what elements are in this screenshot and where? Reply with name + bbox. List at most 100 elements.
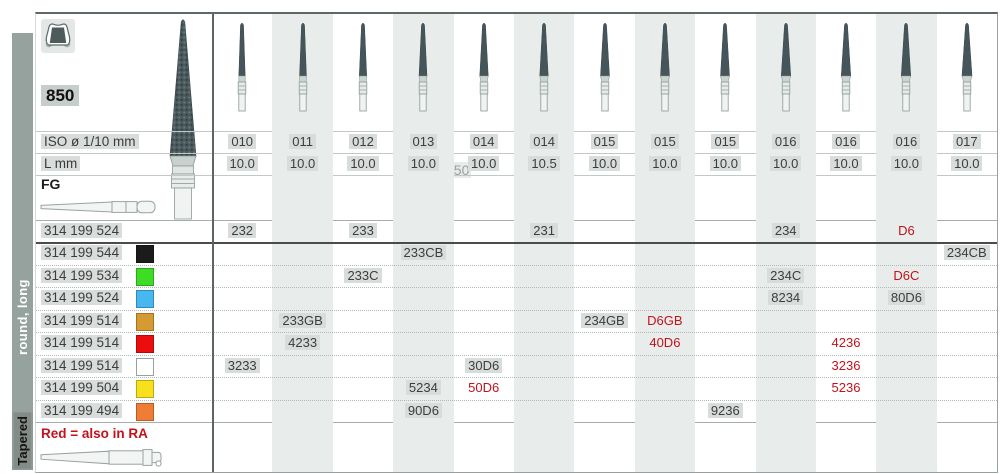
shank-type-label: FG: [41, 176, 61, 192]
catalog-number-cell: 233: [333, 220, 393, 242]
grid-divider: [212, 14, 214, 472]
length-value: 10.0: [212, 153, 272, 175]
row-separator: [36, 377, 997, 379]
row-separator: [36, 242, 997, 245]
color-chip: [136, 245, 154, 264]
length-row-label: L mm: [41, 153, 81, 175]
sidebar-category-tab: Tapered: [12, 412, 33, 470]
catalog-number-cell: 90D6: [393, 400, 453, 422]
catalog-number-cell: D6: [898, 223, 915, 238]
length-value: 10.0: [756, 153, 816, 175]
iso-value: 014: [454, 131, 514, 153]
catalog-number-cell: 234CB: [937, 242, 997, 264]
catalog-number-cell: D6GB: [647, 312, 683, 328]
iso-value: 015: [695, 131, 755, 153]
iso-value: 016: [876, 131, 936, 153]
catalog-number-cell: 8234: [756, 287, 816, 309]
catalog-number-cell: 5234: [393, 377, 453, 399]
catalog-number-cell: 233C: [333, 265, 393, 287]
content-area: 850 ISO ø 1/10 mm L: [35, 12, 998, 473]
bur-icon: [652, 20, 678, 112]
product-row-number: 314 199 524: [41, 220, 123, 242]
bur-icon: [773, 20, 799, 112]
color-chip: [136, 335, 154, 354]
row-separator: [36, 287, 997, 289]
product-row-number: 314 199 514: [41, 332, 123, 354]
sidebar-strip: [12, 33, 33, 470]
catalog-number-cell: 234C: [756, 265, 816, 287]
catalog-number-cell: 234GB: [574, 310, 634, 332]
bur-icon: [350, 20, 376, 112]
length-value: 10.0: [333, 153, 393, 175]
bur-icon: [410, 20, 436, 112]
large-bur-image: [158, 16, 208, 220]
length-value: 10.0: [454, 153, 514, 175]
length-value: 10.0: [695, 153, 755, 175]
row-separator: [36, 399, 997, 401]
sidebar-category-label: Tapered: [14, 413, 31, 469]
figure-number: 850: [41, 85, 80, 106]
catalog-number-cell: 40D6: [649, 335, 681, 351]
catalog-number-cell: 4236: [831, 335, 861, 351]
iso-value: 015: [574, 131, 634, 153]
length-value: 10.0: [937, 153, 997, 175]
length-value: 10.0: [816, 153, 876, 175]
bur-icon: [893, 20, 919, 112]
row-separator: [36, 309, 997, 311]
color-chip: [136, 380, 154, 399]
length-value: 10.5: [514, 153, 574, 175]
iso-row-label: ISO ø 1/10 mm: [41, 131, 139, 153]
fg-bur-icon: [39, 196, 159, 218]
iso-value: 017: [937, 131, 997, 153]
product-row-number: 314 199 504: [41, 377, 123, 399]
product-row-number: 314 199 534: [41, 265, 123, 287]
catalog-number-cell: D6C: [893, 267, 920, 283]
row-separator: [36, 354, 997, 356]
iso-value: 010: [212, 131, 272, 153]
color-chip: [136, 402, 154, 421]
product-row-number: 314 199 514: [41, 310, 123, 332]
product-row-number: 314 199 544: [41, 242, 123, 264]
bur-icon: [833, 20, 859, 112]
red-note: Red = also in RA: [41, 426, 148, 441]
bur-icon: [229, 20, 255, 112]
bur-icon: [592, 20, 618, 112]
catalog-number-cell: 231: [514, 220, 574, 242]
catalog-number-cell: 233GB: [272, 310, 332, 332]
catalog-number-cell: 30D6: [454, 355, 514, 377]
iso-value: 013: [393, 131, 453, 153]
color-chip: [136, 312, 154, 331]
catalog-number-cell: 50D6: [468, 380, 500, 396]
length-value: 10.0: [635, 153, 695, 175]
bur-icon: [531, 20, 557, 112]
ra-bur-icon: [39, 446, 167, 470]
iso-value: 014: [514, 131, 574, 153]
iso-value: 015: [635, 131, 695, 153]
catalog-number-cell: 232: [212, 220, 272, 242]
catalog-number-cell: 4233: [272, 332, 332, 354]
catalog-number-cell: 9236: [695, 400, 755, 422]
iso-value: 016: [756, 131, 816, 153]
color-chip: [136, 290, 154, 309]
catalog-number-cell: 3233: [212, 355, 272, 377]
row-separator: [36, 264, 997, 266]
tooth-icon: [41, 19, 75, 53]
catalog-number-cell: 80D6: [876, 287, 936, 309]
row-separator: [36, 332, 997, 334]
bur-icon: [471, 20, 497, 112]
catalog-number-cell: 3236: [831, 357, 861, 373]
iso-value: 011: [272, 131, 332, 153]
iso-value: 016: [816, 131, 876, 153]
color-chip: [136, 357, 154, 376]
bur-icon: [954, 20, 980, 112]
iso-value: 012: [333, 131, 393, 153]
bur-icon: [712, 20, 738, 112]
length-value: 10.0: [876, 153, 936, 175]
bur-icon: [290, 20, 316, 112]
length-value: 10.0: [393, 153, 453, 175]
sidebar-subcategory-label: round, long: [15, 279, 30, 356]
catalog-number-cell: 233CB: [393, 242, 453, 264]
product-row-number: 314 199 524: [41, 287, 123, 309]
length-value: 10.0: [272, 153, 332, 175]
